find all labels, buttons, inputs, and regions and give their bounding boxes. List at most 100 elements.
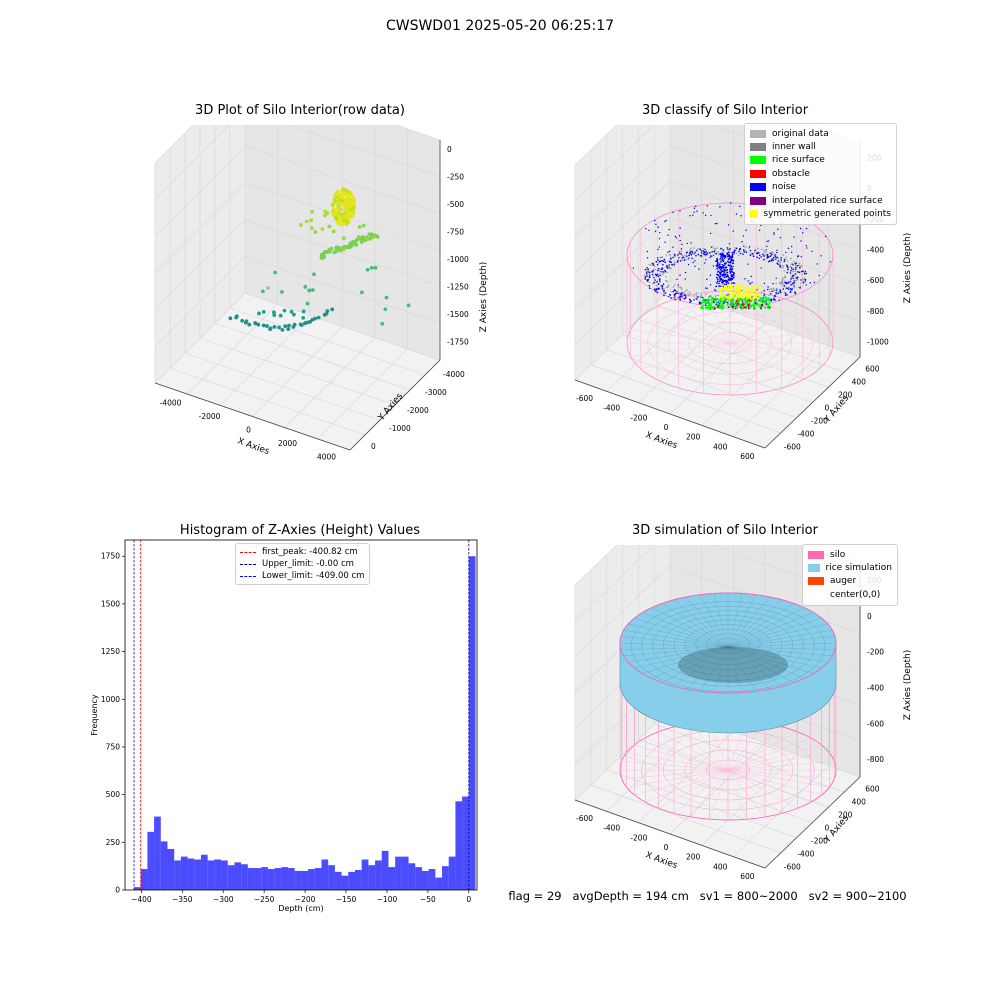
panel2-data-point (739, 205, 741, 208)
panel2-data-point (673, 264, 675, 267)
panel2-data-point (762, 253, 764, 256)
panel2-data-point (719, 294, 722, 298)
legend-line-sample (240, 551, 256, 553)
panel2-data-point (713, 250, 716, 253)
panel2-data-point (729, 261, 732, 264)
panel2-data-point (789, 265, 791, 268)
panel2-data-point (655, 284, 658, 287)
panel1-data-point (271, 310, 276, 315)
panel4-y-tick-label: -400 (797, 850, 814, 859)
panel2-y-tick-label: -400 (797, 430, 814, 439)
panel2-data-point (656, 257, 659, 259)
panel2-data-point (716, 222, 718, 225)
panel2-data-point (800, 240, 802, 242)
panel1-data-point (343, 211, 347, 216)
panel2-data-point (790, 245, 793, 248)
panel2-data-point (742, 253, 744, 255)
panel2-data-point (704, 287, 707, 289)
panel2-data-point (652, 262, 654, 265)
silo-floor-spoke (727, 761, 835, 771)
panel2-data-point (730, 284, 733, 287)
panel2-data-point (716, 294, 719, 297)
panel2-xlabel: X Axies (644, 430, 679, 451)
panel2-data-point (748, 247, 750, 249)
panel2-data-point (649, 274, 651, 277)
panel2-data-point (722, 302, 725, 305)
surface-mesh-spoke (619, 642, 729, 648)
panel2-data-point (738, 250, 740, 253)
panel4-title: 3D simulation of Silo Interior (632, 523, 818, 538)
panel2-legend-entry: interpolated rice surface (750, 194, 891, 207)
panel2-data-point (708, 252, 711, 254)
panel2-data-point (666, 286, 668, 289)
silo-floor-spoke (626, 769, 729, 788)
histogram-bar (455, 801, 463, 890)
panel2-data-point (723, 276, 726, 279)
panel1-data-point (261, 309, 266, 314)
panel2-data-point (679, 227, 681, 229)
panel2-data-point (668, 228, 670, 231)
panel2-data-point (704, 299, 706, 301)
panel2-data-point (648, 263, 651, 266)
panel2-data-point (632, 267, 635, 269)
panel2-data-point (752, 255, 755, 258)
panel2-data-point (659, 281, 661, 283)
histogram-bar (288, 868, 295, 890)
panel2-data-point (727, 292, 730, 295)
panel2-data-point (750, 288, 753, 291)
sv1-value: sv1 = 800~2000 (699, 889, 798, 903)
panel2-legend-entry: noise (750, 181, 891, 194)
panel2-data-point (729, 272, 732, 274)
panel2-data-point (721, 295, 724, 298)
panel2-data-point (724, 295, 727, 299)
panel2-data-point (712, 265, 715, 267)
panel2-data-point (689, 301, 691, 304)
panel2-data-point (804, 270, 807, 273)
panel2-data-point (710, 306, 713, 309)
panel2-data-point (725, 266, 728, 269)
panel2-data-point (685, 258, 687, 261)
panel2-data-point (829, 261, 832, 263)
panel2-data-point (735, 285, 738, 288)
panel2-data-point (790, 276, 792, 279)
panel2-data-point (702, 307, 705, 310)
panel2-data-point (698, 301, 701, 303)
panel2-data-point (688, 257, 690, 259)
panel2-data-point (779, 266, 782, 268)
surface-mesh-spoke (727, 646, 770, 690)
panel2-data-point (662, 290, 665, 292)
panel4-y-tick-label: 0 (825, 824, 830, 833)
y-tick-label: 500 (106, 790, 121, 799)
panel1-data-point (368, 236, 372, 241)
panel2-data-point (699, 296, 702, 299)
x-tick-label: 0 (466, 895, 471, 904)
panel1-data-point (341, 187, 346, 192)
panel2-x-tick-label: 600 (740, 452, 755, 461)
histogram-bar (314, 868, 322, 890)
panel1-data-point (332, 197, 337, 202)
panel2-data-point (703, 251, 706, 253)
x-tick-label: −300 (213, 895, 234, 904)
panel1-data-point (369, 266, 374, 270)
panel1-data-point (310, 288, 315, 292)
histogram-bar (274, 868, 282, 890)
panel2-data-point (667, 234, 669, 236)
legend-label: inner wall (772, 142, 816, 153)
panel2-data-point (745, 293, 748, 296)
panel2-data-point (727, 255, 729, 258)
panel2-data-point (704, 304, 707, 306)
panel2-data-point (731, 299, 735, 302)
panel2-data-point (798, 262, 801, 265)
silo-floor-spoke (621, 769, 729, 779)
panel2-data-point (710, 255, 713, 257)
panel2-data-point (656, 263, 659, 266)
panel2-data-point (785, 282, 787, 285)
legend-label: rice simulation (825, 563, 892, 574)
surface-mesh-spoke (727, 642, 837, 648)
panel2-data-point (661, 263, 664, 266)
panel2-data-point (729, 296, 732, 300)
histogram-bar (435, 877, 443, 890)
panel2-data-point (766, 245, 768, 247)
panel2-data-point (800, 279, 802, 281)
panel2-data-point (744, 249, 747, 252)
